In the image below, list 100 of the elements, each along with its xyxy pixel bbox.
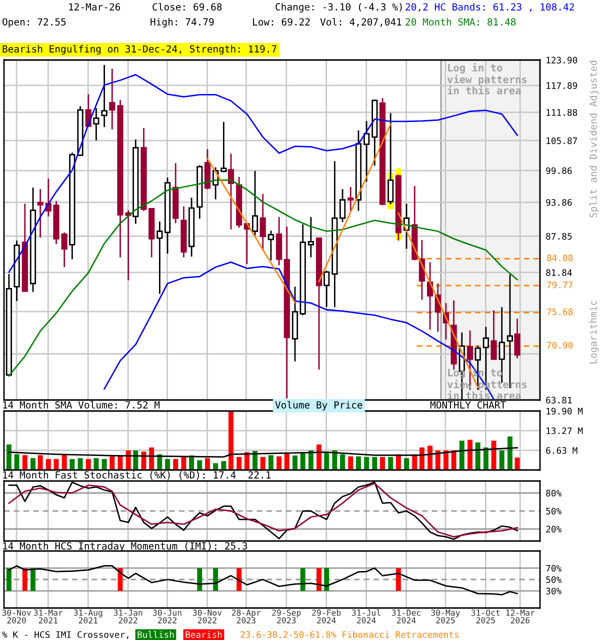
candlestick	[268, 230, 274, 262]
candlestick	[220, 121, 227, 174]
ref-line-label: 70.90	[547, 342, 573, 349]
y-tick-label: 50%	[546, 576, 562, 584]
bar	[435, 450, 440, 470]
y-tick-label: 63.81	[546, 396, 572, 404]
bar	[380, 456, 385, 470]
bar	[468, 440, 472, 470]
bar	[459, 440, 464, 470]
y-tick-label: 93.86	[546, 199, 572, 206]
candlestick	[228, 152, 234, 230]
text: Bullish	[138, 631, 174, 638]
text: Low: 69.22	[253, 18, 310, 26]
bar	[78, 458, 83, 470]
annotation: Log in to view patterns in this area	[447, 62, 527, 94]
bar	[70, 459, 75, 470]
x-tick-label: 31-Jul 2024	[352, 609, 380, 624]
bar	[268, 455, 274, 470]
candlestick	[490, 310, 497, 361]
text: 23.6-38.2-50-61.8% Fibonacci Retracements	[240, 631, 459, 638]
text: Open: 72.55	[2, 18, 66, 28]
candlestick	[260, 193, 266, 252]
bar	[388, 456, 394, 470]
y-tick-label: 87.85	[546, 232, 572, 240]
bar	[364, 456, 370, 470]
candlestick	[109, 68, 116, 130]
candlestick	[93, 107, 100, 142]
ref-line-label: 79.77	[547, 281, 573, 288]
bar	[22, 455, 28, 470]
y-tick-label: 30%	[546, 588, 562, 594]
bar	[419, 447, 424, 470]
chart-title: 14 Month SMA Volume: 7.52 M	[3, 401, 160, 409]
text: MONTHLY CHART	[430, 401, 506, 409]
bar	[236, 456, 242, 470]
text: Close: 69.68	[152, 3, 222, 11]
bar	[332, 450, 338, 470]
x-tick-label: 30-Jun 2022	[153, 610, 182, 624]
bar	[46, 459, 51, 470]
bar	[244, 452, 250, 470]
bar	[428, 446, 433, 470]
bar	[252, 451, 258, 470]
y-tick-label: 20%	[546, 526, 562, 533]
bar	[213, 463, 218, 470]
y-tick-label: 70%	[546, 564, 562, 572]
bar	[173, 459, 178, 470]
x-tick-label: 12-Mar 2026	[506, 610, 535, 624]
text: 12-Mar-26	[69, 3, 120, 11]
y-tick-label: 6.63 M	[546, 447, 578, 454]
x-tick-label: 31-Aug 2021	[74, 610, 102, 624]
bar	[110, 456, 115, 470]
bar	[260, 456, 266, 470]
bar	[205, 458, 210, 470]
bar	[133, 450, 138, 470]
bar	[316, 444, 322, 470]
bar	[181, 456, 186, 470]
candlestick	[252, 170, 258, 236]
bar	[197, 460, 202, 470]
bar	[165, 459, 170, 470]
candlestick	[339, 188, 346, 223]
text: 20 Month SMA: 81.48	[406, 18, 516, 26]
y-tick-label: 111.88	[546, 109, 578, 116]
y-tick-label: 13.27 M	[546, 427, 583, 434]
x-tick-label: 30-May 2025	[431, 610, 460, 624]
bar	[451, 450, 456, 470]
text: 20,2 HC Bands: 61.23 , 108.42	[406, 3, 574, 12]
bar	[443, 450, 448, 470]
bar	[300, 453, 306, 470]
candlestick	[37, 188, 44, 238]
bar	[348, 456, 354, 470]
y-tick-label: 105.87	[546, 137, 577, 144]
y-tick-label: 99.86	[546, 167, 572, 174]
candlestick	[156, 220, 163, 295]
bar	[6, 444, 12, 470]
x-tick-label: 29-Sep 2023	[272, 610, 301, 624]
candlestick	[61, 232, 68, 268]
bar	[102, 459, 107, 470]
bar	[276, 456, 282, 470]
text: Bearish	[186, 631, 222, 638]
x-tick-label: 29-Feb 2024	[312, 609, 341, 624]
candlestick	[348, 186, 354, 212]
ref-line-label: 84.08	[547, 254, 573, 262]
y-tick-label: 117.89	[546, 82, 578, 90]
y-tick-label: 19.90 M	[546, 408, 583, 415]
bar	[324, 453, 330, 470]
y-tick-label: 123.90	[546, 56, 578, 64]
bar	[14, 454, 20, 470]
text: Vol: 4,207,041	[320, 18, 402, 27]
bar	[356, 456, 361, 470]
y-tick-label: 50%	[546, 508, 562, 515]
text: Split and Dividend Adjusted	[589, 60, 599, 218]
candlestick	[101, 64, 108, 128]
bar	[475, 442, 480, 470]
ref-line-label: 75.68	[547, 308, 573, 316]
bar	[38, 455, 43, 470]
line-series	[8, 565, 518, 596]
bar	[126, 450, 131, 470]
candlestick	[514, 318, 520, 359]
bar	[499, 450, 504, 470]
bar	[86, 459, 91, 470]
chart-title: 14 Month Fast Stochastic (%K) (%D): 17.4 22.1	[3, 471, 271, 480]
